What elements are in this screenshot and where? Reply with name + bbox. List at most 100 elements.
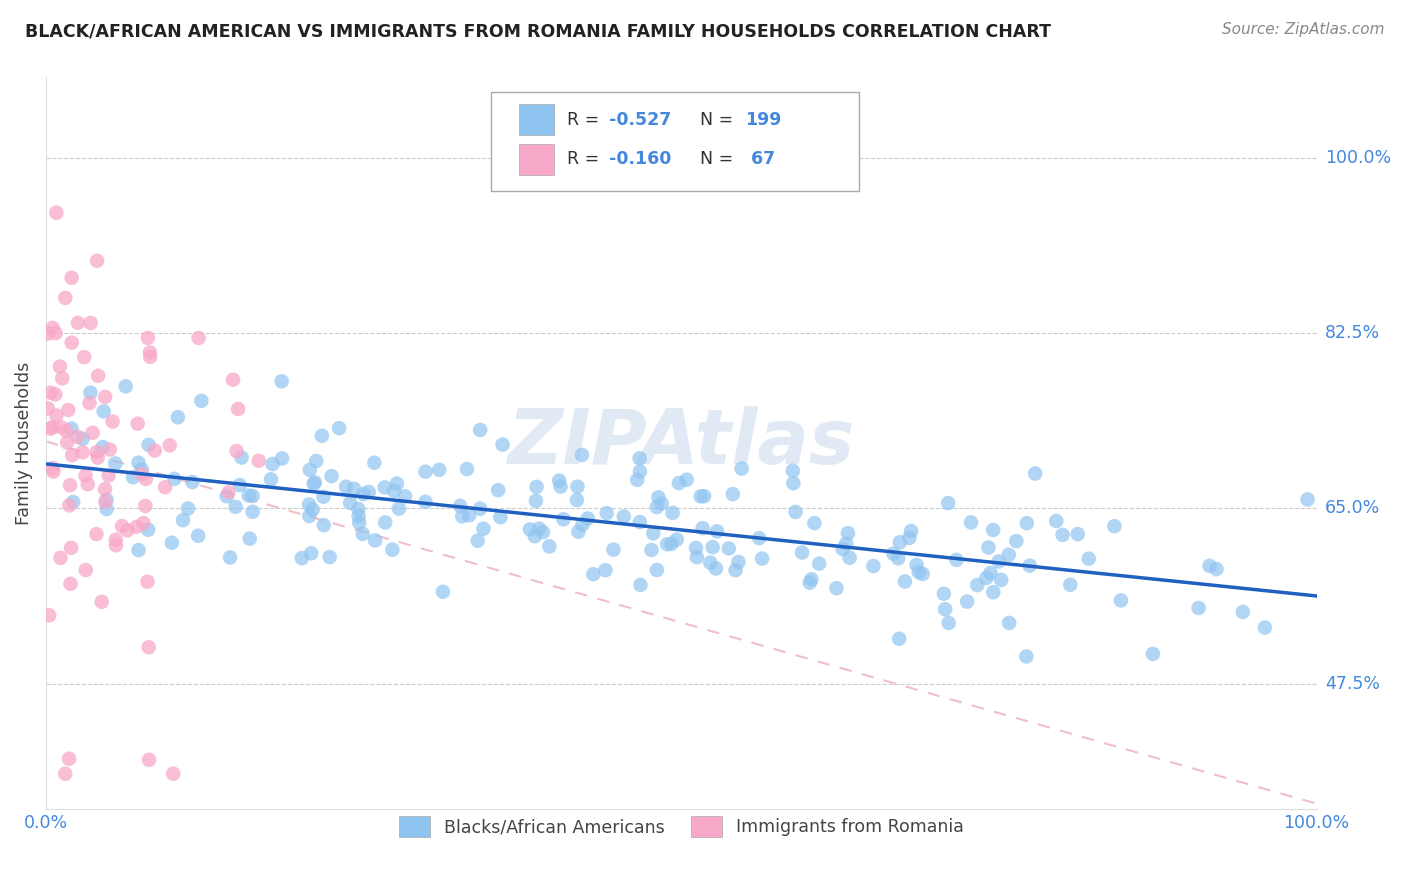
Point	[630, 578, 652, 592]
Point	[567, 524, 589, 539]
Point	[645, 500, 668, 514]
Point	[491, 437, 513, 451]
Text: 47.5%: 47.5%	[1324, 674, 1379, 692]
Point	[49, 420, 72, 434]
Point	[979, 566, 1001, 580]
Point	[94, 495, 117, 509]
Point	[353, 487, 375, 501]
Point	[311, 429, 333, 443]
Point	[138, 640, 160, 655]
Point	[131, 462, 153, 476]
Point	[127, 456, 149, 470]
Point	[136, 331, 159, 345]
Point	[139, 345, 162, 359]
Point	[960, 516, 983, 530]
Point	[87, 450, 110, 465]
Point	[998, 615, 1021, 630]
Point	[226, 401, 249, 416]
Point	[339, 496, 361, 510]
Point	[37, 401, 59, 416]
Point	[96, 492, 118, 507]
Point	[229, 478, 252, 492]
Point	[58, 403, 80, 417]
Point	[889, 632, 911, 646]
Point	[219, 550, 242, 565]
Point	[565, 493, 588, 508]
Point	[215, 489, 238, 503]
Point	[136, 523, 159, 537]
Point	[59, 576, 82, 591]
Point	[489, 510, 512, 524]
Point	[312, 518, 335, 533]
Point	[1232, 605, 1254, 619]
Point	[374, 516, 396, 530]
Point	[628, 465, 651, 479]
Point	[388, 501, 411, 516]
Point	[990, 573, 1012, 587]
Point	[45, 326, 67, 340]
Point	[486, 483, 509, 497]
FancyBboxPatch shape	[519, 144, 554, 175]
Point	[96, 502, 118, 516]
Point	[318, 550, 340, 565]
Point	[305, 454, 328, 468]
Point	[304, 475, 326, 490]
Text: 199: 199	[745, 111, 782, 128]
Point	[79, 396, 101, 410]
Point	[702, 540, 724, 554]
Point	[60, 421, 83, 435]
Text: Source: ZipAtlas.com: Source: ZipAtlas.com	[1222, 22, 1385, 37]
Point	[238, 488, 260, 502]
Point	[125, 520, 148, 534]
Point	[45, 409, 67, 423]
Point	[657, 537, 679, 551]
Text: BLACK/AFRICAN AMERICAN VS IMMIGRANTS FROM ROMANIA FAMILY HOUSEHOLDS CORRELATION : BLACK/AFRICAN AMERICAN VS IMMIGRANTS FRO…	[25, 22, 1052, 40]
Point	[62, 495, 84, 509]
Text: -0.527: -0.527	[609, 111, 671, 128]
Point	[661, 506, 683, 520]
Point	[470, 423, 492, 437]
Point	[72, 445, 94, 459]
Point	[582, 567, 605, 582]
Text: N =: N =	[700, 111, 740, 128]
Legend: Blacks/African Americans, Immigrants from Romania: Blacks/African Americans, Immigrants fro…	[392, 809, 970, 844]
Point	[468, 501, 491, 516]
Point	[900, 524, 922, 538]
Point	[945, 553, 967, 567]
Point	[668, 476, 690, 491]
Point	[49, 359, 72, 374]
Point	[524, 494, 547, 508]
Point	[139, 350, 162, 364]
Point	[128, 543, 150, 558]
Point	[1024, 467, 1046, 481]
Text: 67: 67	[745, 151, 775, 169]
Point	[82, 425, 104, 440]
Point	[449, 499, 471, 513]
Point	[1188, 601, 1211, 615]
Point	[132, 516, 155, 530]
Point	[135, 472, 157, 486]
Point	[187, 331, 209, 345]
Point	[838, 550, 860, 565]
Point	[889, 535, 911, 549]
Point	[467, 533, 489, 548]
Point	[458, 508, 481, 523]
Point	[73, 350, 96, 364]
Point	[181, 475, 204, 489]
Point	[976, 571, 998, 585]
Point	[699, 556, 721, 570]
Point	[90, 595, 112, 609]
Point	[262, 457, 284, 471]
Text: N =: N =	[700, 151, 740, 169]
Point	[887, 551, 910, 566]
Y-axis label: Family Households: Family Households	[15, 361, 32, 524]
Point	[938, 615, 960, 630]
Point	[94, 482, 117, 496]
Point	[312, 490, 335, 504]
Point	[385, 476, 408, 491]
Point	[101, 415, 124, 429]
Point	[427, 463, 450, 477]
Point	[247, 454, 270, 468]
Point	[394, 489, 416, 503]
Point	[800, 572, 823, 586]
